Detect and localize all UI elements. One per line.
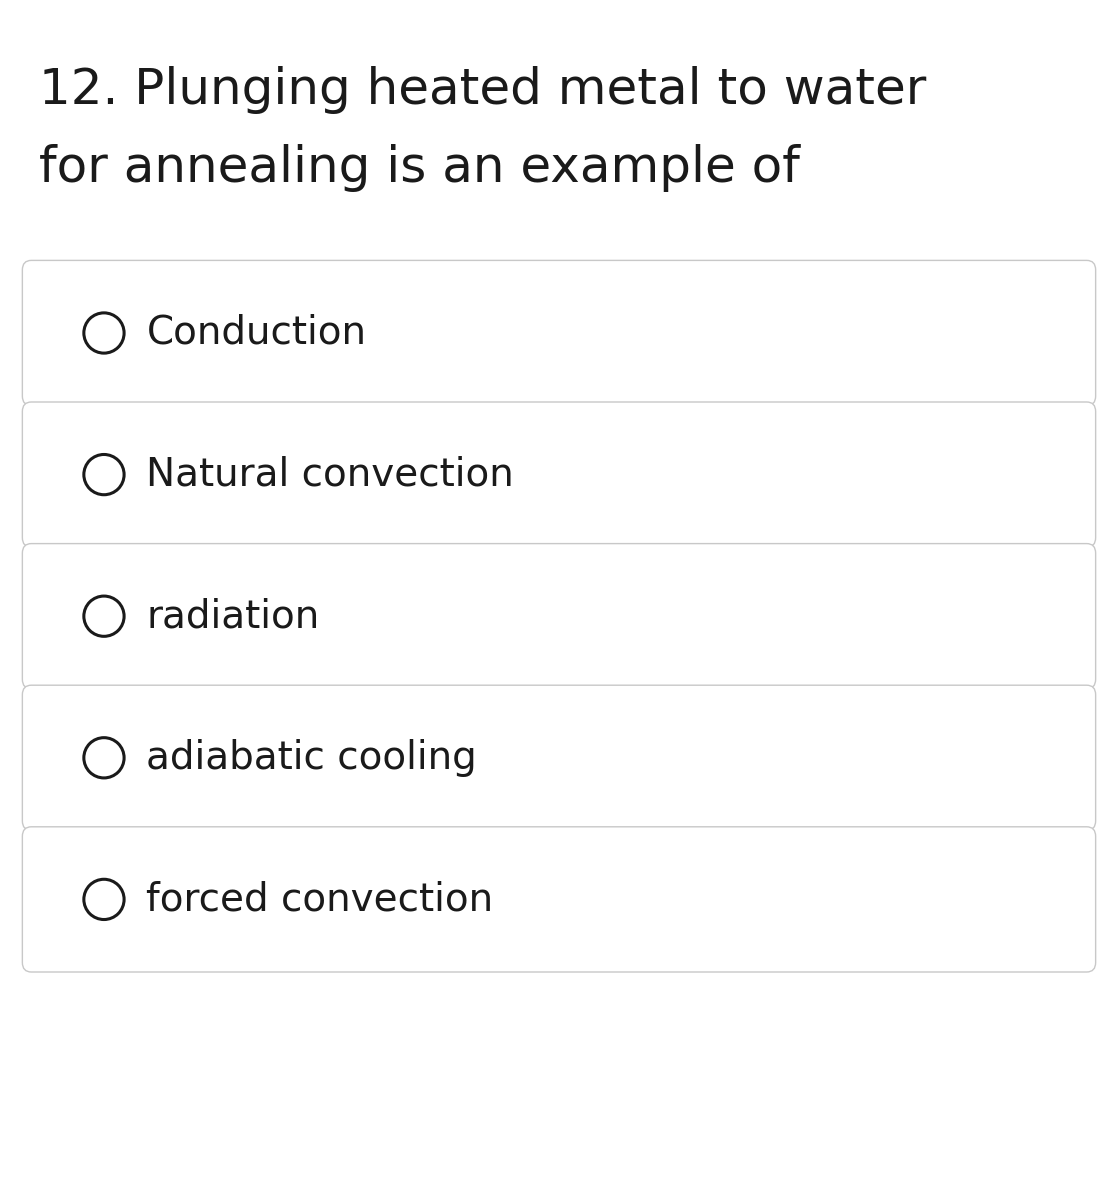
Ellipse shape (84, 455, 124, 494)
Text: Natural convection: Natural convection (146, 456, 514, 493)
FancyBboxPatch shape (22, 402, 1096, 547)
FancyBboxPatch shape (22, 544, 1096, 689)
FancyBboxPatch shape (22, 685, 1096, 830)
Ellipse shape (84, 880, 124, 919)
Text: forced convection: forced convection (146, 881, 493, 918)
Ellipse shape (84, 596, 124, 636)
Ellipse shape (84, 738, 124, 778)
Text: 12. Plunging heated metal to water: 12. Plunging heated metal to water (39, 66, 927, 114)
Ellipse shape (84, 313, 124, 353)
Text: radiation: radiation (146, 598, 320, 635)
Text: Conduction: Conduction (146, 314, 367, 352)
Text: adiabatic cooling: adiabatic cooling (146, 739, 477, 776)
Text: for annealing is an example of: for annealing is an example of (39, 144, 800, 192)
FancyBboxPatch shape (22, 827, 1096, 972)
FancyBboxPatch shape (22, 260, 1096, 406)
